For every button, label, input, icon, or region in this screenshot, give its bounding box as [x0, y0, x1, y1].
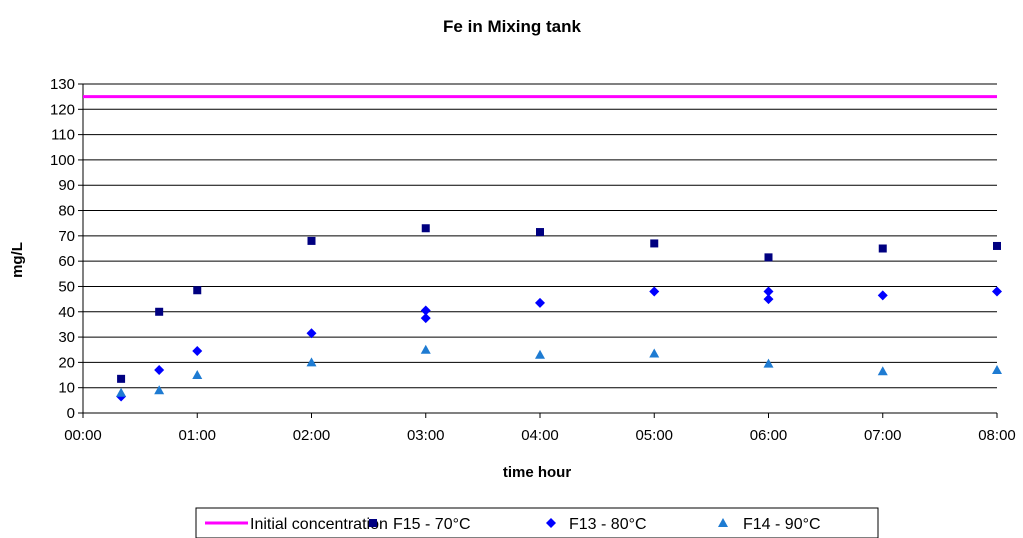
data-point: [877, 366, 888, 376]
series-layer: [83, 95, 1002, 402]
data-point: [307, 236, 316, 245]
data-point: [420, 344, 431, 354]
data-point: [420, 313, 431, 324]
data-point: [878, 244, 887, 253]
series-3: [116, 344, 1002, 397]
data-point: [536, 228, 544, 237]
data-point: [117, 374, 126, 383]
y-tick-label: 10: [58, 380, 75, 397]
y-tick-label: 120: [50, 101, 75, 118]
legend: Initial concentration F15 - 70°C F13 - 80°…: [195, 507, 879, 538]
y-tick-label: 80: [58, 203, 75, 220]
legend-entry-label: Initial concentration: [250, 516, 388, 533]
legend-box: [195, 507, 879, 538]
data-point: [116, 387, 127, 397]
x-tick-label: 05:00: [635, 427, 673, 444]
data-point: [763, 358, 774, 368]
y-tick-label: 110: [51, 127, 75, 144]
y-tick-label: 30: [58, 329, 75, 346]
x-tick-label: 02:00: [293, 427, 331, 444]
data-point: [763, 294, 774, 305]
x-tick-label: 04:00: [521, 427, 559, 444]
y-tick-label: 100: [50, 152, 75, 169]
data-point: [154, 364, 165, 375]
data-point: [993, 241, 1001, 250]
data-point: [877, 290, 888, 301]
data-point: [192, 370, 203, 380]
y-tick-label: 130: [50, 76, 75, 93]
x-tick-label: 03:00: [407, 427, 445, 444]
y-axis-label: mg/L: [9, 242, 26, 278]
y-tick-label: 60: [58, 253, 75, 270]
x-tick-label: 08:00: [978, 427, 1016, 444]
x-tick-label: 00:00: [64, 427, 102, 444]
data-point: [192, 345, 203, 356]
data-point: [649, 286, 660, 297]
x-axis-ticks: 00:00 01:00 02:00 03:00 04:00 05:00 06:00 07:00…: [64, 413, 1016, 444]
gridlines: [83, 83, 997, 389]
series-1: [117, 224, 1001, 383]
y-tick-label: 0: [67, 405, 75, 422]
y-tick-label: 50: [58, 278, 75, 295]
y-axis-ticks: 0 10 20 30 40 50 60 70 80 90 100 110 120 130: [50, 76, 83, 422]
legend-entry-label: F15 - 70°C: [393, 516, 471, 533]
y-tick-label: 40: [58, 304, 75, 321]
legend-marker: [718, 518, 728, 527]
data-point: [306, 357, 317, 367]
data-point: [650, 239, 659, 248]
data-point: [420, 305, 431, 316]
data-point: [193, 286, 202, 295]
legend-marker: [369, 519, 377, 527]
legend-entry-label: F14 - 90°C: [743, 516, 821, 533]
data-point: [764, 253, 773, 262]
data-point: [763, 286, 774, 297]
series-2: [116, 286, 1002, 402]
data-point: [154, 385, 165, 395]
y-tick-label: 90: [58, 177, 75, 194]
x-tick-label: 01:00: [178, 427, 216, 444]
chart-title: Fe in Mixing tank: [443, 17, 581, 36]
data-point: [535, 297, 545, 308]
data-point: [649, 348, 660, 358]
data-point: [535, 349, 545, 359]
data-point: [421, 224, 430, 233]
legend-marker: [546, 518, 556, 528]
data-point: [155, 307, 164, 316]
x-axis-label: time hour: [503, 464, 571, 481]
y-tick-label: 20: [58, 354, 75, 371]
data-point: [992, 286, 1002, 297]
legend-entry-label: F13 - 80°C: [569, 516, 647, 533]
data-point: [992, 364, 1002, 374]
data-point: [306, 328, 317, 339]
x-tick-label: 06:00: [750, 427, 788, 444]
y-tick-label: 70: [58, 228, 75, 245]
x-tick-label: 07:00: [864, 427, 902, 444]
